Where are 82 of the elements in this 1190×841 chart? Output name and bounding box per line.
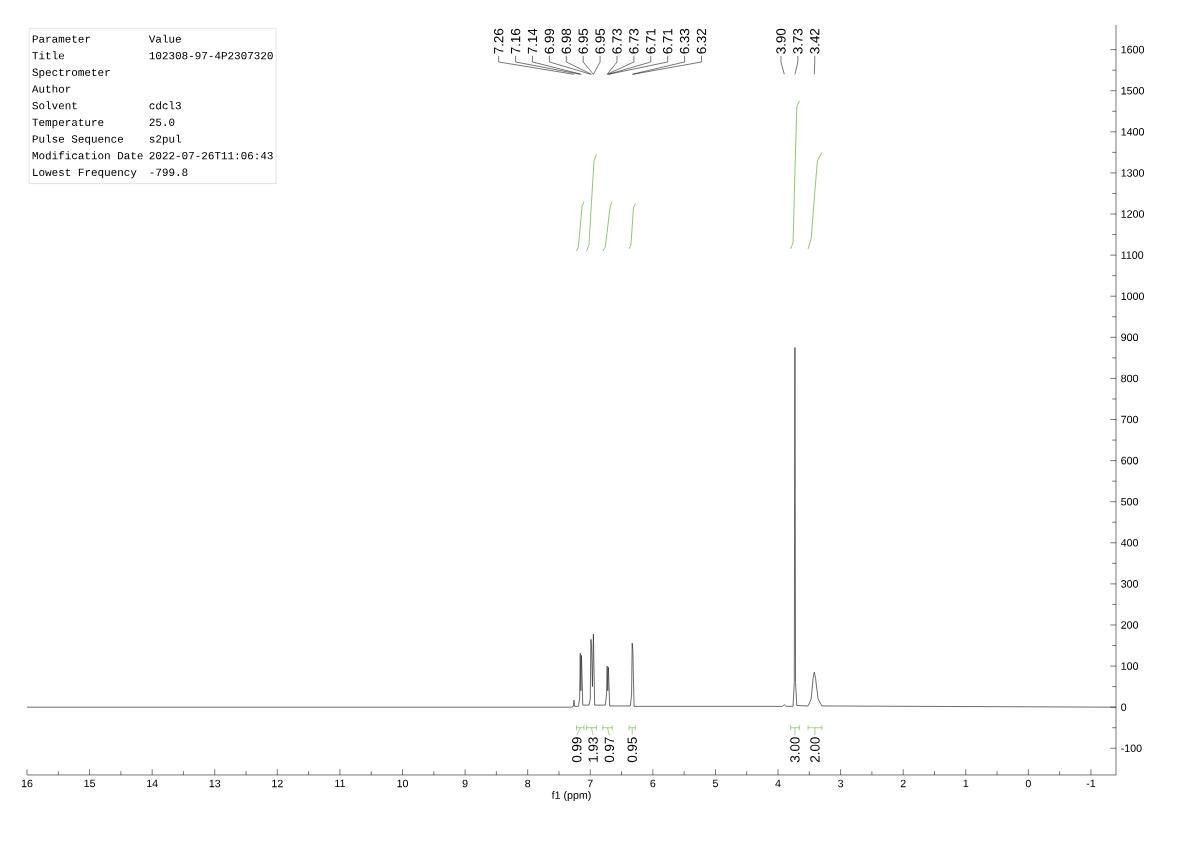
annotation: Author xyxy=(31,84,71,93)
x-tick-label: 16 xyxy=(21,779,33,788)
y-tick-label: 900 xyxy=(1121,333,1139,342)
annotation: 7.16 xyxy=(510,28,521,54)
y-tick-label: 800 xyxy=(1121,374,1139,383)
y-tick-label: 1600 xyxy=(1121,45,1145,54)
x-tick-label: 0 xyxy=(1025,779,1031,788)
annotation: 6.32 xyxy=(696,28,707,54)
x-tick-label: 10 xyxy=(397,779,409,788)
line-series xyxy=(26,347,1117,708)
x-tick-label: -1 xyxy=(1086,779,1096,788)
annotation: Pulse Sequence xyxy=(32,134,124,145)
annotation: 3.73 xyxy=(793,28,803,54)
line-series xyxy=(628,203,636,250)
x-tick-label: 9 xyxy=(462,779,468,788)
annotation: 6.95 xyxy=(578,28,588,54)
annotation: -799.8 xyxy=(150,168,188,177)
annotation: 6.71 xyxy=(646,28,656,54)
annotation: Solvent xyxy=(32,101,77,110)
annotation: Value xyxy=(148,34,181,43)
annotation: 6.99 xyxy=(544,28,555,54)
annotation: 7.26 xyxy=(493,28,504,54)
x-tick-label: 5 xyxy=(712,779,718,788)
y-tick-label: 1000 xyxy=(1121,292,1145,300)
annotation: 3.00 xyxy=(790,737,800,763)
y-tick-label: 100 xyxy=(1121,662,1139,670)
annotation: 25.0 xyxy=(149,118,175,127)
x-tick-label: 7 xyxy=(587,779,593,788)
annotation: 7.14 xyxy=(527,28,538,54)
line-series xyxy=(586,154,597,252)
x-tick-label: 13 xyxy=(209,779,221,788)
annotation: 1.93 xyxy=(588,737,598,762)
x-tick-label: 4 xyxy=(775,779,781,788)
x-tick-label: 12 xyxy=(272,779,283,788)
annotation: 6.73 xyxy=(629,28,639,54)
y-tick-label: 300 xyxy=(1121,580,1139,588)
line-series xyxy=(602,201,613,252)
annotation: Modification Date xyxy=(32,151,143,160)
annotation: 102308-97-4P2307320 xyxy=(149,51,273,60)
annotation: 3.90 xyxy=(776,28,786,54)
line-series xyxy=(576,201,585,252)
annotation: 2.00 xyxy=(810,737,820,762)
annotation: 0.95 xyxy=(627,737,637,763)
y-tick-label: 1100 xyxy=(1121,251,1144,259)
y-tick-label: 400 xyxy=(1120,539,1139,547)
x-tick-label: 11 xyxy=(335,779,345,788)
annotation: 0.99 xyxy=(572,737,582,763)
y-tick-label: 500 xyxy=(1121,497,1139,506)
line-series xyxy=(790,100,800,250)
x-tick-label: 6 xyxy=(650,779,656,788)
y-tick-label: 700 xyxy=(1121,415,1139,424)
annotation: 6.73 xyxy=(612,28,622,54)
line-series xyxy=(807,152,823,250)
y-tick-label: 1300 xyxy=(1121,169,1145,177)
x-tick-label: 1 xyxy=(963,779,969,788)
x-tick-label: 14 xyxy=(147,779,158,788)
annotation: 3.42 xyxy=(810,28,820,54)
y-tick-label: 0 xyxy=(1121,703,1127,711)
annotation: 2022-07-26T11:06:43 xyxy=(149,151,273,160)
x-axis-title: f1 (ppm) xyxy=(551,791,591,802)
annotation: Spectrometer xyxy=(32,68,110,79)
annotation: Title xyxy=(32,51,65,60)
x-tick-label: 2 xyxy=(900,779,906,788)
x-tick-label: 8 xyxy=(525,779,531,788)
annotation: 6.95 xyxy=(595,28,605,54)
annotation: Temperature xyxy=(32,118,104,129)
y-tick-label: 200 xyxy=(1121,621,1139,629)
y-tick-label: 1200 xyxy=(1121,210,1145,218)
annotation: 6.33 xyxy=(679,28,690,54)
annotation: Lowest Frequency xyxy=(33,168,137,179)
annotation: 0.97 xyxy=(604,737,615,763)
annotation: cdcl3 xyxy=(149,101,181,110)
x-tick-label: 3 xyxy=(838,779,844,788)
annotation: 6.98 xyxy=(561,28,572,54)
annotation: s2pul xyxy=(149,134,182,145)
y-tick-label: -100 xyxy=(1121,744,1142,753)
y-tick-label: 600 xyxy=(1121,456,1139,465)
x-tick-label: 15 xyxy=(84,779,96,788)
y-tick-label: 1500 xyxy=(1121,86,1145,95)
annotation: Parameter xyxy=(32,35,90,43)
annotation: 6.71 xyxy=(662,28,673,54)
y-tick-label: 1400 xyxy=(1121,128,1145,136)
